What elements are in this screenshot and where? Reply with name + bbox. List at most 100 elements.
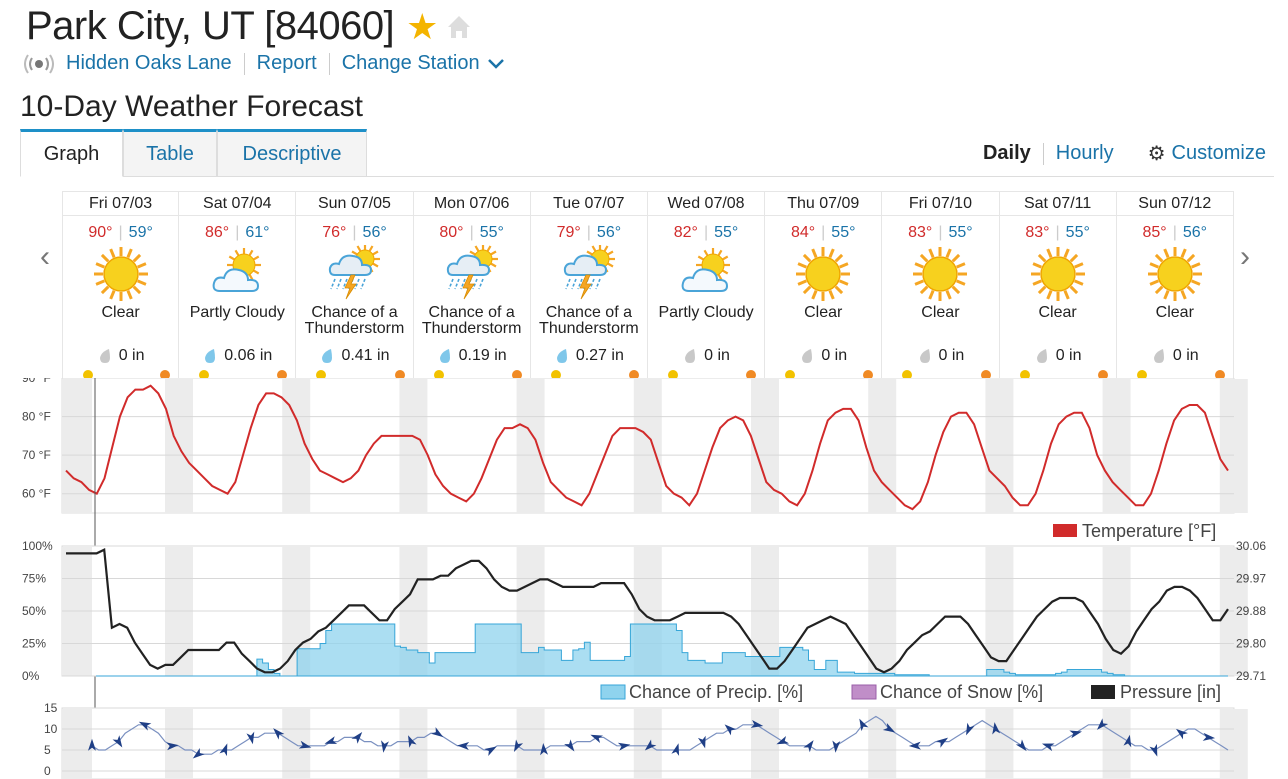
precip-value: 0.27 in [575, 347, 624, 364]
next-arrow-icon[interactable]: › [1240, 240, 1250, 273]
precip-value: 0 in [118, 347, 145, 364]
day-card[interactable]: Mon 07/06 80° | 55° Chance of a Thunderstorm… [413, 191, 531, 380]
customize-button[interactable]: ⚙ Customize [1148, 141, 1266, 166]
precip-value: 0 in [1055, 347, 1082, 364]
temperature-legend-label: Temperature [°F] [1082, 521, 1216, 541]
wind-arrow-icon [273, 728, 285, 740]
day-date: Fri 07/10 [882, 191, 999, 216]
wind-arrow-icon [540, 743, 549, 756]
condition-text: Partly Cloudy [189, 304, 285, 321]
sunrise-icon [902, 370, 913, 380]
divider: | [352, 224, 357, 241]
divider: | [586, 224, 591, 241]
day-card[interactable]: Sun 07/05 76° | 56° Chance of a Thunderstorm… [296, 191, 414, 380]
sun-icon [1147, 247, 1202, 301]
divider [243, 52, 245, 75]
wind-arrow-icon [138, 721, 152, 731]
home-icon[interactable] [444, 12, 474, 42]
snow-legend-label: Chance of Snow [%] [880, 682, 1043, 702]
night-band [633, 709, 662, 779]
high-temp: 82° [673, 224, 698, 241]
sunrise-icon [1019, 370, 1030, 380]
change-station-link[interactable]: Change Station [341, 52, 480, 74]
wind-arrow-icon [617, 742, 631, 751]
star-icon[interactable]: ★ [406, 5, 438, 47]
high-temp: 83° [908, 224, 933, 241]
divider [1042, 142, 1044, 165]
day-temps: 85° | 56° [1117, 224, 1233, 242]
dry-drop-icon [802, 349, 813, 363]
wind-arrow-icon [935, 737, 949, 748]
raindrop-icon [322, 349, 333, 363]
temperature-legend-swatch [1053, 524, 1077, 537]
dry-drop-icon [685, 349, 696, 363]
night-band [985, 709, 1014, 779]
prev-arrow-icon[interactable]: ‹ [40, 240, 50, 273]
pressure-axis-label: 30.06 [1236, 539, 1266, 553]
daily-toggle[interactable]: Daily [982, 142, 1031, 164]
precip-axis-label: 75% [22, 572, 46, 586]
divider: | [703, 224, 709, 241]
day-card[interactable]: Thu 07/09 84° | 55° Clear 0 in [765, 191, 883, 380]
precip-value: 0 in [938, 347, 965, 364]
day-date: Sun 07/05 [296, 191, 413, 216]
day-temps: 90° | 59° [63, 224, 178, 242]
sunset-icon [1097, 370, 1108, 380]
sunrise-icon [667, 370, 678, 380]
day-date: Sat 07/11 [999, 191, 1116, 216]
day-card[interactable]: Wed 07/08 82° | 55° Partly Cloudy 0 in [647, 191, 766, 380]
day-temps: 82° | 55° [648, 224, 764, 242]
tab-descriptive[interactable]: Descriptive [217, 129, 367, 177]
chevron-down-icon[interactable] [486, 57, 506, 71]
wind-arrow-icon [803, 740, 814, 753]
low-temp: 56° [362, 224, 387, 241]
wind-arrow-icon [298, 740, 312, 749]
condition-text: Clear [101, 304, 140, 321]
station-signal-icon [24, 53, 54, 74]
station-name-link[interactable]: Hidden Oaks Lane [66, 52, 232, 74]
partly-cloudy-icon [681, 248, 731, 292]
divider: | [118, 224, 123, 241]
precip-value: 0.19 in [458, 347, 507, 364]
day-card[interactable]: Sat 07/04 86° | 61° Partly Cloudy 0.06 in [179, 191, 297, 380]
precip-amount: 0 in [765, 347, 881, 365]
hourly-toggle[interactable]: Hourly [1055, 142, 1114, 164]
temp-axis-label: 70 °F [22, 448, 51, 462]
high-temp: 76° [322, 224, 347, 241]
report-link[interactable]: Report [256, 52, 317, 74]
sunset-icon [746, 370, 757, 380]
thunderstorm-icon [329, 245, 381, 300]
tab-graph[interactable]: Graph [20, 129, 123, 177]
day-date: Sun 07/12 [1116, 191, 1233, 216]
day-card[interactable]: Sun 07/12 85° | 56° Clear 0 in [1116, 191, 1234, 380]
wind-arrow-icon [644, 739, 657, 751]
wind-arrow-icon [88, 738, 96, 751]
raindrop-icon [439, 349, 450, 363]
sunrise-icon [1136, 370, 1147, 380]
precip-value: 0 in [704, 347, 730, 364]
sunset-icon [628, 370, 639, 380]
wind-arrow-icon [966, 722, 975, 736]
wind-arrow-icon [513, 739, 524, 752]
day-card[interactable]: Fri 07/03 90° | 59° Clear 0 in [62, 191, 180, 380]
condition-text: Clear [1155, 304, 1194, 321]
raindrop-icon [205, 349, 216, 363]
day-card[interactable]: Sat 07/11 83° | 55° Clear 0 in [999, 191, 1117, 380]
day-date: Sat 07/04 [179, 191, 296, 216]
day-date: Mon 07/06 [413, 191, 530, 216]
tab-table[interactable]: Table [123, 129, 217, 177]
day-card[interactable]: Tue 07/07 79° | 56° Chance of a Thunderstorm… [530, 191, 648, 380]
wind-arrow-icon [992, 722, 1001, 735]
sun-icon [913, 247, 968, 301]
precip-amount: 0.06 in [179, 347, 295, 365]
wind-arrow-icon [246, 731, 255, 745]
day-temps: 86° | 61° [179, 224, 295, 242]
condition-text: Clear [921, 304, 960, 321]
wind-arrow-icon [1096, 718, 1109, 730]
condition-text: Clear [1038, 304, 1077, 321]
day-temps: 84° | 55° [765, 224, 881, 242]
wind-arrow-icon [1175, 728, 1188, 740]
day-card[interactable]: Fri 07/10 83° | 55° Clear 0 in [882, 191, 1000, 380]
precip-amount: 0 in [1000, 347, 1116, 365]
wind-arrow-icon [776, 736, 790, 745]
